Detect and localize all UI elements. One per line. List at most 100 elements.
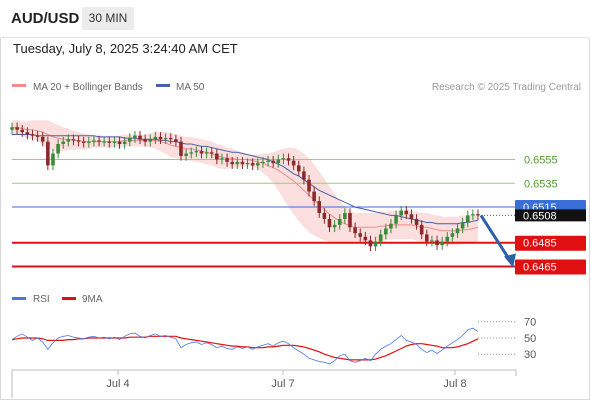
candle-body <box>445 236 450 242</box>
candle-body <box>184 153 188 156</box>
bollinger-band <box>12 120 478 246</box>
candle-body <box>97 140 101 142</box>
candle-body <box>138 135 142 140</box>
candle-body <box>30 134 35 136</box>
candle-body <box>66 139 71 142</box>
candle-body <box>127 138 132 142</box>
candle-body <box>271 160 275 164</box>
candles-layer <box>10 122 480 252</box>
candle-body <box>424 234 429 242</box>
candle-body <box>92 140 96 142</box>
ma50-legend-swatch <box>156 84 170 87</box>
projection-arrow-head <box>504 253 516 268</box>
candle-body <box>332 224 337 228</box>
level-badge-support <box>515 259 586 275</box>
candle-body <box>163 138 168 140</box>
ma20-legend-swatch <box>12 84 26 87</box>
candle-body <box>373 241 378 247</box>
candle-body <box>40 136 45 142</box>
candle-body <box>261 161 265 164</box>
rsi-ma-legend-label: 9MA <box>82 294 103 305</box>
candle-body <box>471 214 475 216</box>
candle-body <box>148 139 153 142</box>
candle-body <box>107 141 112 143</box>
candle-body <box>102 141 106 143</box>
candle-body <box>240 161 245 165</box>
credit-label: Research © 2025 Trading Central <box>432 82 581 93</box>
candle-body <box>46 141 50 166</box>
candle-body <box>404 210 409 215</box>
candle-body <box>76 140 81 142</box>
candle-body <box>368 240 373 247</box>
candle-body <box>117 141 122 145</box>
candle-body <box>378 234 383 242</box>
candle-body <box>394 215 398 224</box>
candle-body <box>455 228 460 234</box>
candle-body <box>419 224 424 235</box>
candle-body <box>250 163 255 166</box>
projection-layer <box>479 214 516 268</box>
level-badge-support <box>515 235 586 251</box>
timeframe-button[interactable]: 30 MIN <box>82 7 134 30</box>
candle-body <box>61 141 66 145</box>
candle-body <box>430 240 434 242</box>
candle-body <box>291 160 296 166</box>
candle-body <box>348 213 352 228</box>
candle-body <box>327 218 332 228</box>
candle-body <box>174 139 178 142</box>
bollinger-band-layer <box>12 120 478 246</box>
candle-body <box>414 218 419 225</box>
candle-body <box>358 233 363 237</box>
candle-body <box>179 141 183 156</box>
candle-body <box>465 215 470 223</box>
rsi-tick-label: 70 <box>524 317 536 329</box>
moving-average-layer <box>12 126 479 232</box>
candle-body <box>435 240 439 246</box>
candle-body <box>143 139 147 142</box>
ma50-line <box>12 134 479 225</box>
rsi-tick-label: 30 <box>524 349 536 361</box>
candle-body <box>266 160 270 162</box>
candle-body <box>168 138 173 140</box>
candle-body <box>209 152 214 154</box>
candle-body <box>15 127 19 130</box>
rsi-ma-line <box>11 335 479 361</box>
time-axis-label: Jul 7 <box>271 378 294 390</box>
candle-body <box>307 179 311 192</box>
level-label-support: 0.6465 <box>523 262 557 274</box>
candle-body <box>353 227 357 234</box>
candle-body <box>10 127 14 130</box>
candle-body <box>235 161 240 165</box>
rsi-line <box>11 327 479 365</box>
rsi-tick-label: 50 <box>524 333 536 345</box>
symbol-label: AUD/USD <box>11 10 80 27</box>
candle-body <box>450 233 455 237</box>
current-price-badge <box>515 209 586 222</box>
projection-arrow-shaft <box>479 214 512 262</box>
candle-body <box>112 141 117 143</box>
candle-body <box>35 135 40 137</box>
rsi-panel: 70 50 30 <box>11 317 536 365</box>
time-axis: Jul 4 Jul 7 Jul 8 <box>11 369 517 398</box>
level-lines-layer <box>12 158 515 268</box>
ma50-legend-label: MA 50 <box>176 82 205 93</box>
candle-body <box>204 152 209 154</box>
candle-body <box>56 144 60 154</box>
candle-body <box>215 153 219 160</box>
candle-body <box>122 141 127 145</box>
candle-body <box>476 214 480 216</box>
level-label-support: 0.6485 <box>523 238 557 250</box>
candle-body <box>302 171 306 180</box>
rsi-legend-label: RSI <box>33 294 50 305</box>
time-axis-label: Jul 8 <box>443 378 466 390</box>
datetime-label: Tuesday, July 8, 2025 3:24:40 AM CET <box>13 41 238 56</box>
candle-body <box>225 158 229 162</box>
chart-header: AUD/USD 30 MIN <box>0 0 590 38</box>
candle-body <box>71 139 76 141</box>
level-label-resistance: 0.6535 <box>524 178 558 190</box>
candle-body <box>133 135 137 139</box>
candle-body <box>25 132 30 135</box>
candle-body <box>153 136 158 140</box>
